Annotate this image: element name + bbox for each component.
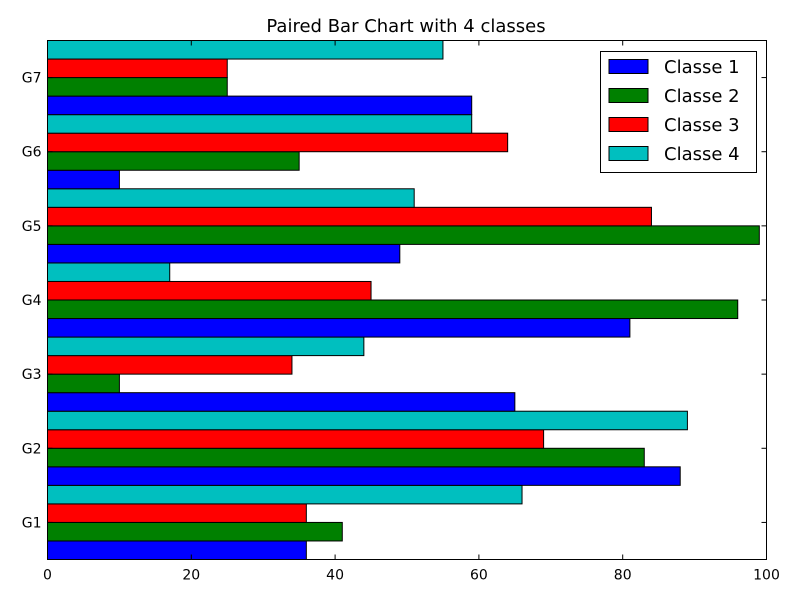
- bar-g1-series-2: [47, 521, 343, 542]
- y-tick-label-g3: G3: [22, 367, 42, 383]
- bar-g5-series-3: [47, 206, 652, 227]
- bar-g4-series-2: [47, 299, 739, 320]
- y-tick-label-g4: G4: [22, 293, 42, 309]
- x-tick-label: 20: [182, 568, 200, 584]
- legend-swatch-series-1: [608, 59, 649, 74]
- bar-g5-series-1: [47, 243, 401, 264]
- bar-g7-series-1: [47, 95, 473, 116]
- bar-g6-series-1: [47, 169, 120, 190]
- legend-label-series-3: Classe 3: [664, 115, 740, 136]
- legend-swatch-series-2: [608, 88, 649, 103]
- legend-label-series-4: Classe 4: [664, 144, 740, 165]
- y-tick-label-g7: G7: [22, 71, 42, 87]
- bar-g1-series-1: [47, 540, 307, 561]
- bar-g2-series-1: [47, 466, 681, 486]
- x-tick-label: 60: [470, 568, 488, 584]
- legend-label-series-1: Classe 1: [664, 57, 740, 78]
- bar-g4-series-3: [47, 280, 372, 301]
- bar-g4-series-4: [47, 262, 171, 282]
- chart-title: Paired Bar Chart with 4 classes: [266, 16, 545, 37]
- legend-swatch-series-3: [608, 117, 649, 132]
- bar-g5-series-2: [47, 225, 760, 245]
- y-tick-label-g6: G6: [22, 145, 42, 161]
- bar-g2-series-2: [47, 447, 645, 468]
- bar-g4-series-1: [47, 318, 631, 338]
- y-tick-label-g5: G5: [22, 219, 42, 235]
- bar-g7-series-2: [47, 77, 228, 97]
- y-tick-label-g2: G2: [22, 441, 42, 457]
- x-tick-label: 0: [43, 568, 52, 584]
- bar-g6-series-2: [47, 151, 300, 171]
- bar-g2-series-4: [47, 410, 688, 431]
- x-tick-label: 80: [614, 568, 632, 584]
- bar-g3-series-2: [47, 373, 120, 394]
- legend-swatch-series-4: [608, 146, 649, 161]
- bar-g3-series-4: [47, 336, 365, 357]
- bar-g6-series-3: [47, 132, 509, 153]
- bar-g7-series-3: [47, 58, 228, 79]
- x-tick-label: 100: [753, 568, 780, 584]
- bar-g7-series-4: [47, 40, 444, 60]
- bar-g5-series-4: [47, 188, 415, 208]
- bar-g1-series-4: [47, 484, 523, 505]
- legend-label-series-2: Classe 2: [664, 86, 740, 107]
- axes-layer: 0 20 40 60 80 100 G1 G2 G3 G4 G5 G6 G7: [22, 40, 780, 584]
- legend: Classe 1 Classe 2 Classe 3 Classe 4: [600, 51, 757, 173]
- y-tick-label-g1: G1: [22, 515, 42, 531]
- bar-g1-series-3: [47, 503, 307, 523]
- bar-g6-series-4: [47, 114, 473, 134]
- x-tick-label: 40: [326, 568, 344, 584]
- bar-g2-series-3: [47, 429, 545, 449]
- bar-g3-series-3: [47, 355, 293, 375]
- bar-g3-series-1: [47, 392, 516, 412]
